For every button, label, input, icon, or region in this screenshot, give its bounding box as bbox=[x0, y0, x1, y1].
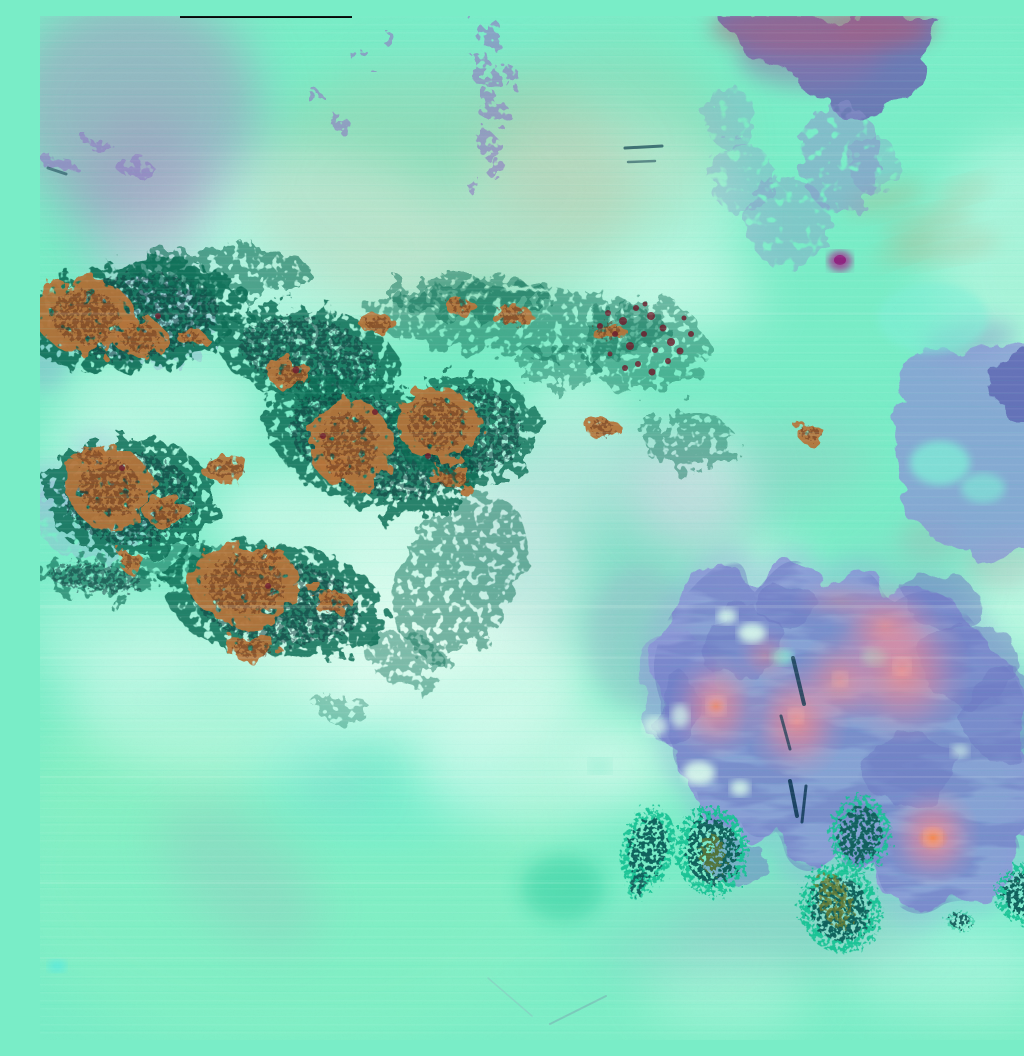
satellite-image bbox=[40, 16, 1024, 1040]
satellite-image-canvas bbox=[40, 16, 1024, 1040]
film-grain-overlay bbox=[40, 16, 1024, 1040]
